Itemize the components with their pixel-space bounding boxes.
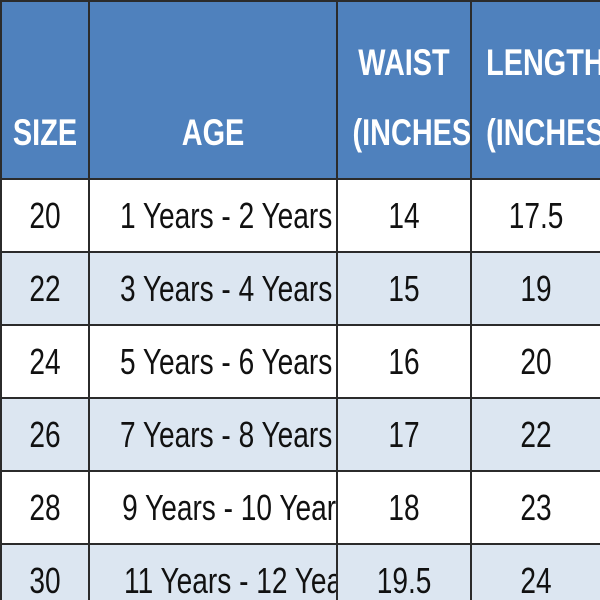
table-row: 24 5 Years - 6 Years 16 20 xyxy=(0,324,600,399)
cell-text: 22 xyxy=(520,413,552,455)
cell-text: 16 xyxy=(388,340,420,382)
cell-text: 5 Years - 6 Years xyxy=(119,340,333,382)
table-row: 20 1 Years - 2 Years 14 17.5 xyxy=(0,178,600,253)
cell-text: 19.5 xyxy=(376,559,432,600)
header-cell: LENGTH (INCHES) xyxy=(470,0,600,180)
header-cell: SIZE xyxy=(0,0,90,180)
cell-text: 14 xyxy=(388,194,420,236)
table-row: 28 9 Years - 10 Years 18 23 xyxy=(0,470,600,545)
cell-text: 24 xyxy=(29,340,61,382)
header-text: (INCHES) xyxy=(352,112,471,153)
cell-text: 9 Years - 10 Years xyxy=(122,486,337,528)
table-cell: 18 xyxy=(336,470,472,545)
table-cell: 28 xyxy=(0,470,90,545)
cell-text: 28 xyxy=(29,486,61,528)
cell-text: 20 xyxy=(520,340,552,382)
table-cell: 15 xyxy=(336,251,472,326)
cell-text: 19 xyxy=(520,267,552,309)
table-cell: 23 xyxy=(470,470,600,545)
header-text: AGE xyxy=(181,112,245,153)
cell-text: 3 Years - 4 Years xyxy=(119,267,333,309)
table-row: 30 11 Years - 12 Years 19.5 24 xyxy=(0,543,600,600)
header-cell: AGE xyxy=(88,0,338,180)
table-cell: 24 xyxy=(0,324,90,399)
table-cell: 22 xyxy=(470,397,600,472)
header-row: SIZE AGE WAIST (INCHES) LENGTH (INCHES) xyxy=(0,0,600,180)
cell-text: 11 Years - 12 Years xyxy=(124,559,335,600)
cell-text: 1 Years - 2 Years xyxy=(119,194,333,236)
cell-text: 7 Years - 8 Years xyxy=(119,413,333,455)
table-cell: 16 xyxy=(336,324,472,399)
table-cell: 24 xyxy=(470,543,600,600)
header-cell: WAIST (INCHES) xyxy=(336,0,472,180)
cell-text: 17 xyxy=(388,413,420,455)
table-cell: 17.5 xyxy=(470,178,600,253)
cell-text: 24 xyxy=(520,559,552,600)
cell-text: 30 xyxy=(29,559,61,600)
table-cell: 14 xyxy=(336,178,472,253)
table-cell: 20 xyxy=(0,178,90,253)
cell-text: 20 xyxy=(29,194,61,236)
cell-text: 22 xyxy=(29,267,61,309)
table-cell: 9 Years - 10 Years xyxy=(88,470,338,545)
cell-text: 23 xyxy=(520,486,552,528)
header-text: SIZE xyxy=(12,112,78,153)
cell-text: 17.5 xyxy=(508,194,564,236)
table-cell: 26 xyxy=(0,397,90,472)
table-cell: 30 xyxy=(0,543,90,600)
table-cell: 17 xyxy=(336,397,472,472)
cell-text: 15 xyxy=(388,267,420,309)
table-cell: 7 Years - 8 Years xyxy=(88,397,338,472)
cell-text: 26 xyxy=(29,413,61,455)
header-text: WAIST xyxy=(358,42,450,83)
table-cell: 5 Years - 6 Years xyxy=(88,324,338,399)
header-text: (INCHES) xyxy=(486,112,599,153)
cell-text: 18 xyxy=(388,486,420,528)
table-cell: 19.5 xyxy=(336,543,472,600)
table-cell: 19 xyxy=(470,251,600,326)
table-cell: 20 xyxy=(470,324,600,399)
header-text: LENGTH xyxy=(486,42,600,83)
table-cell: 11 Years - 12 Years xyxy=(88,543,338,600)
table-cell: 22 xyxy=(0,251,90,326)
table-cell: 3 Years - 4 Years xyxy=(88,251,338,326)
table-row: 22 3 Years - 4 Years 15 19 xyxy=(0,251,600,326)
table-cell: 1 Years - 2 Years xyxy=(88,178,338,253)
table-row: 26 7 Years - 8 Years 17 22 xyxy=(0,397,600,472)
